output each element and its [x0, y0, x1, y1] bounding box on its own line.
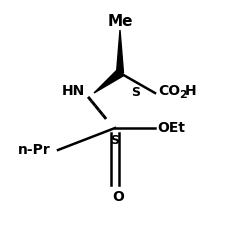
Polygon shape	[94, 70, 123, 93]
Text: OEt: OEt	[157, 121, 185, 135]
Text: HN: HN	[62, 84, 85, 98]
Text: O: O	[112, 190, 124, 204]
Text: n-Pr: n-Pr	[18, 143, 51, 157]
Text: Me: Me	[107, 15, 133, 30]
Text: S: S	[132, 86, 141, 99]
Polygon shape	[117, 30, 123, 73]
Text: H: H	[185, 84, 197, 98]
Text: S: S	[110, 135, 119, 148]
Text: 2: 2	[179, 90, 187, 100]
Text: CO: CO	[158, 84, 180, 98]
